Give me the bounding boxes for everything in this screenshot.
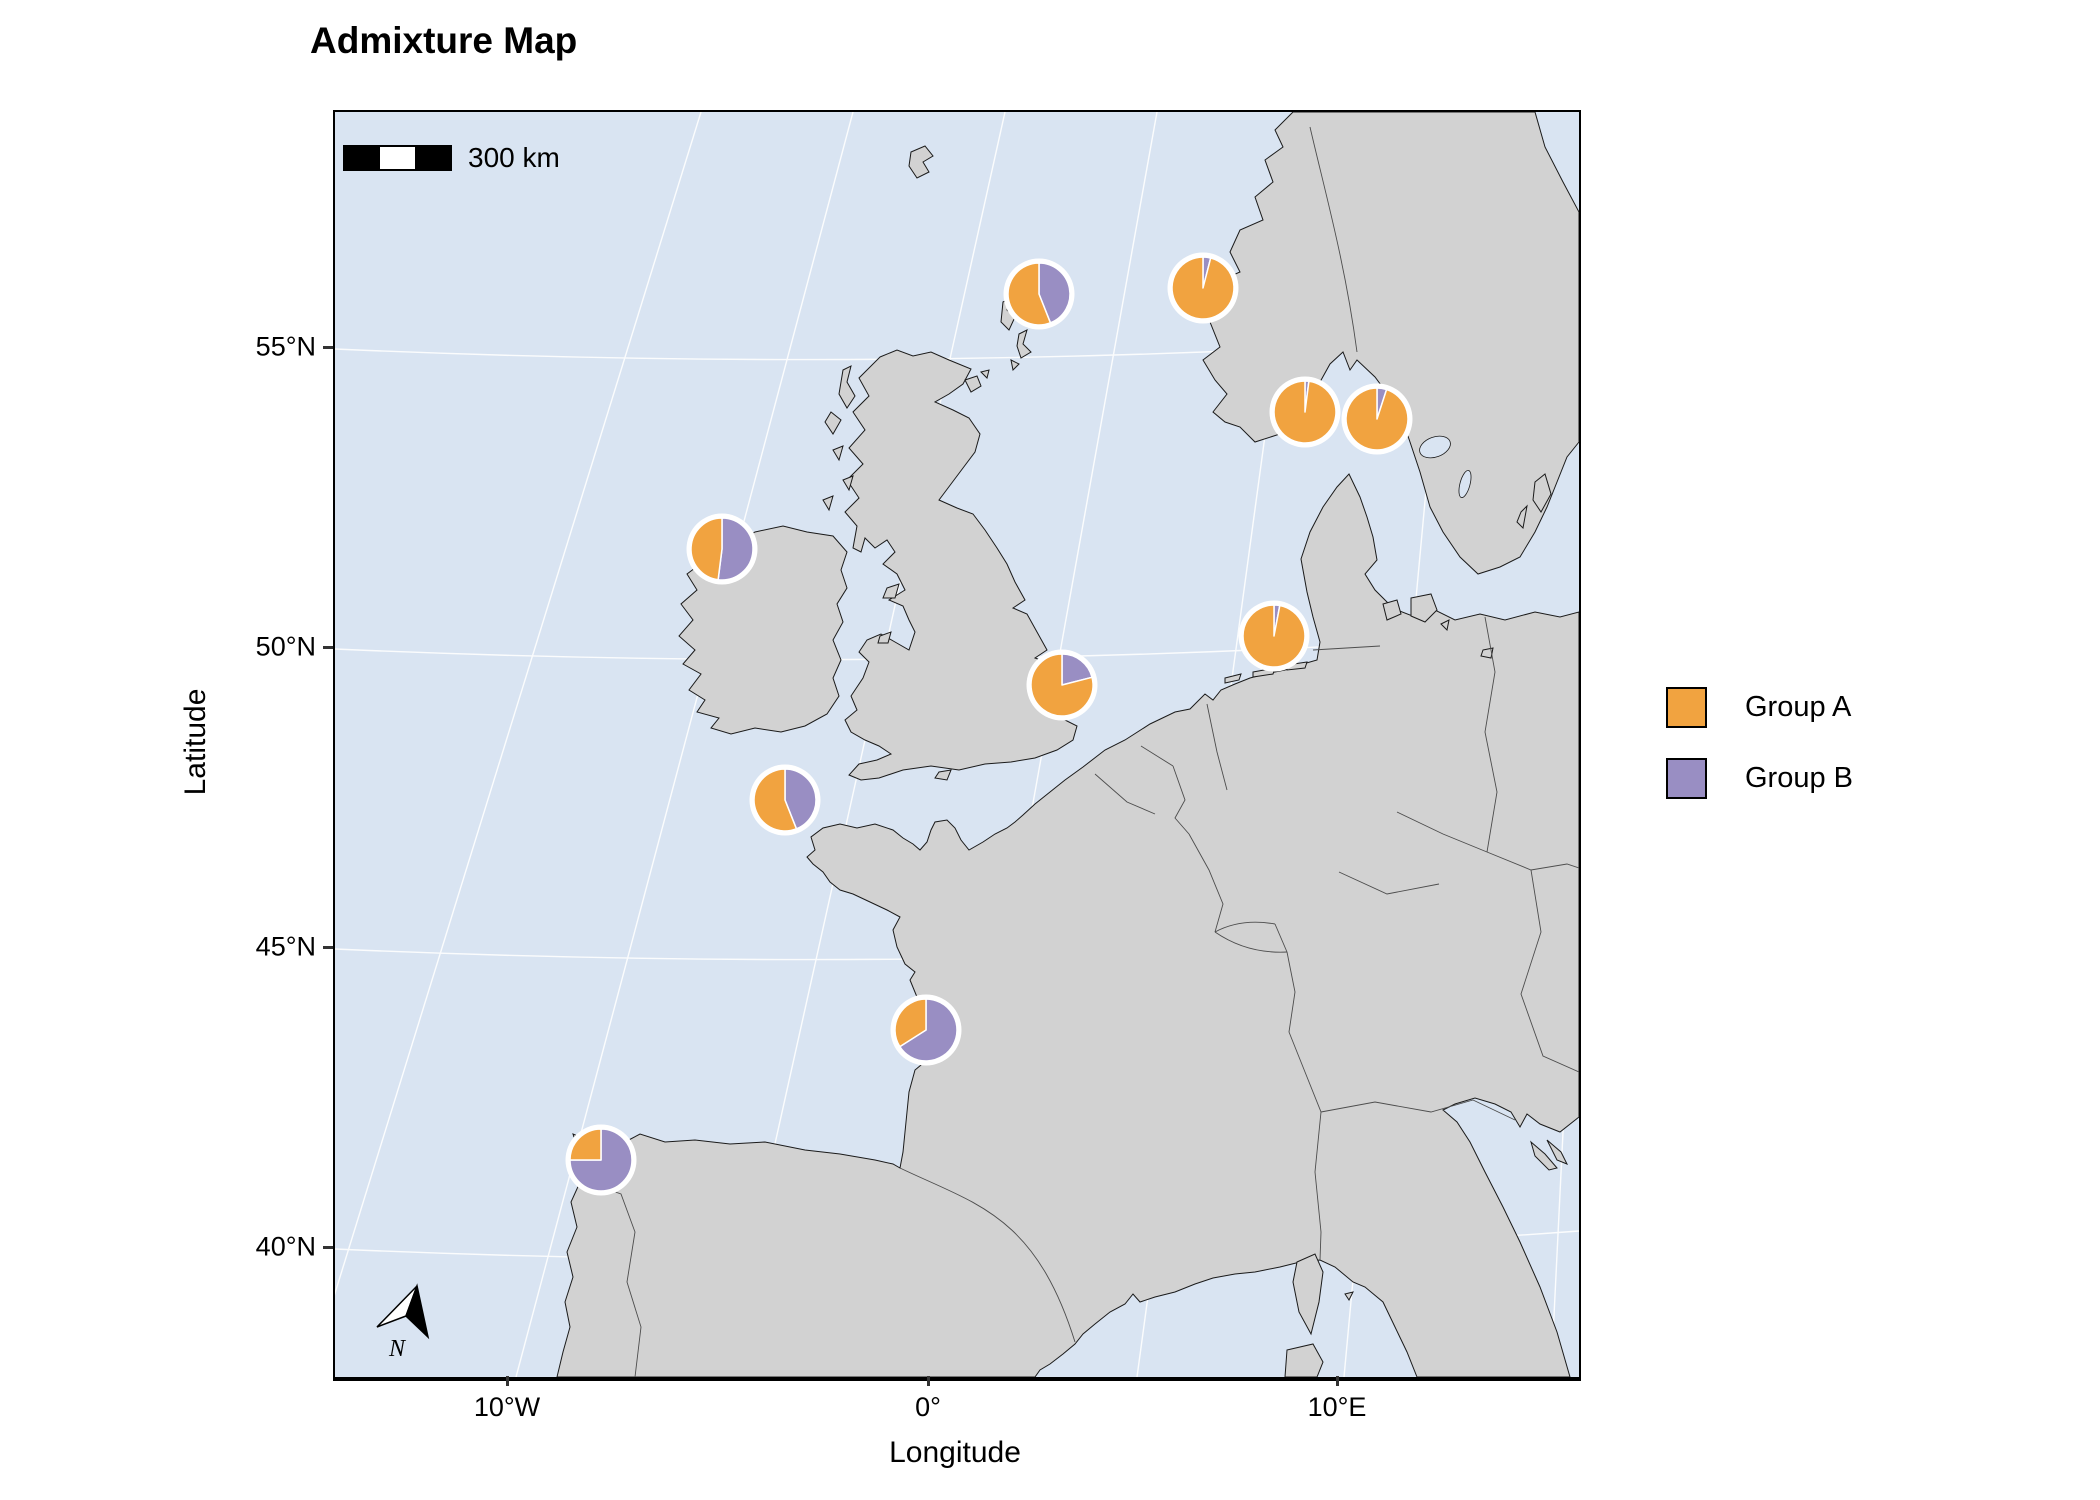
- group-a-swatch: [1666, 687, 1707, 728]
- land-polygons: [556, 112, 1579, 1377]
- x-axis-title: Longitude: [889, 1436, 1021, 1469]
- legend-label: Group A: [1745, 691, 1852, 723]
- admixture-pie-site-7: [1026, 649, 1098, 721]
- y-tick-label: 50°N: [255, 631, 316, 662]
- admixture-pie-site-2: [1167, 252, 1239, 324]
- map-panel: 300 km N: [333, 110, 1581, 1381]
- country-borders: [580, 126, 1579, 1377]
- scale-bar-segment-black: [415, 147, 450, 169]
- group-b-swatch: [1666, 758, 1707, 799]
- x-tick-mark: [927, 1376, 930, 1386]
- legend-label: Group B: [1745, 762, 1853, 794]
- lakes: [1419, 435, 1472, 498]
- x-tick-mark: [506, 1376, 509, 1386]
- admixture-pie-site-10: [565, 1124, 637, 1196]
- scale-bar-segments: [343, 145, 452, 171]
- legend: Group A Group B: [1666, 687, 1853, 829]
- y-tick-mark: [323, 646, 333, 649]
- x-tick-mark: [1336, 1376, 1339, 1386]
- x-tick-label: 0°: [915, 1392, 941, 1422]
- y-tick-label: 45°N: [255, 931, 316, 962]
- admixture-pies: [565, 252, 1413, 1196]
- admixture-pie-site-3: [1269, 376, 1341, 448]
- page-title: Admixture Map: [310, 20, 578, 61]
- north-arrow: N: [355, 1280, 435, 1370]
- admixture-pie-site-4: [1341, 383, 1413, 455]
- scale-bar-label: 300 km: [468, 142, 560, 173]
- y-tick-label: 40°N: [255, 1231, 316, 1262]
- legend-item-group-a: Group A: [1666, 687, 1853, 728]
- x-tick-label: 10°E: [1307, 1392, 1367, 1422]
- north-arrow-label: N: [389, 1336, 406, 1362]
- scale-bar-segment-black: [345, 147, 380, 169]
- scale-bar-segment-white: [380, 147, 415, 169]
- admixture-pie-site-1: [1003, 258, 1075, 330]
- legend-item-group-b: Group B: [1666, 758, 1853, 799]
- y-tick-mark: [323, 946, 333, 949]
- x-tick-label: 10°W: [473, 1392, 541, 1422]
- y-axis-title: Latitude: [179, 688, 212, 796]
- admixture-pie-site-8: [749, 764, 821, 836]
- admixture-pie-site-5: [686, 513, 758, 585]
- admixture-pie-site-6: [1238, 600, 1310, 672]
- scale-bar: 300 km: [343, 142, 560, 174]
- north-arrow-icon: [376, 1283, 430, 1340]
- y-tick-mark: [323, 1246, 333, 1249]
- admixture-pie-site-9: [890, 994, 962, 1066]
- europe-map: [335, 112, 1579, 1377]
- y-tick-label: 55°N: [255, 331, 316, 362]
- y-tick-mark: [323, 346, 333, 349]
